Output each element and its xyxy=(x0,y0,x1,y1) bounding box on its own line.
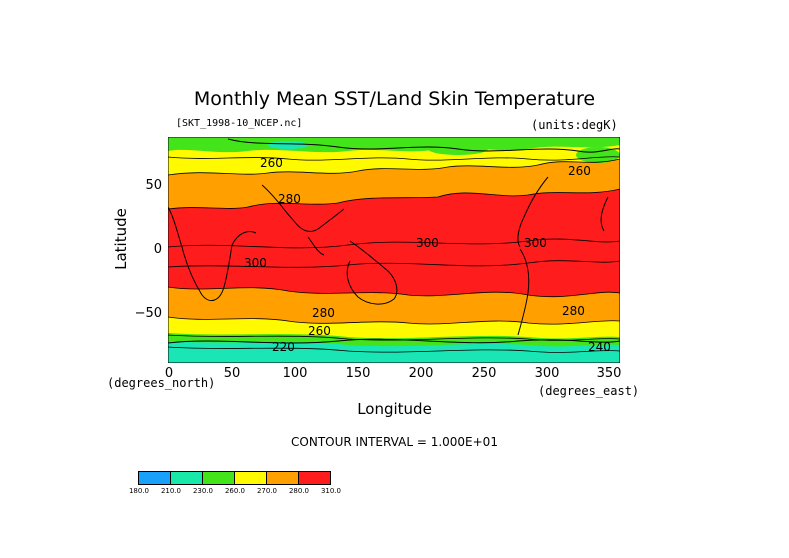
antarctica-outline xyxy=(168,338,620,344)
map-title: Monthly Mean SST/Land Skin Temperature xyxy=(193,88,596,110)
y-tick-label: 50 xyxy=(145,178,162,193)
contour-label: 280 xyxy=(278,192,301,206)
contour-interval-label: CONTOUR INTERVAL = 1.000E+01 xyxy=(291,435,498,449)
x-tick-label: 50 xyxy=(223,366,241,381)
colorbar-level-label: 230.0 xyxy=(192,487,214,495)
x-axis-title: Longitude xyxy=(357,400,432,418)
colorbar-level-label: 210.0 xyxy=(160,487,182,495)
x-tick-label: 350 xyxy=(596,366,622,381)
colorbar-level-label: 280.0 xyxy=(288,487,310,495)
contour-label: 280 xyxy=(562,304,585,318)
x-tick-label: 150 xyxy=(345,366,371,381)
africa-outline xyxy=(168,206,257,302)
x-tick-label: 200 xyxy=(408,366,434,381)
x-tick-label: 300 xyxy=(534,366,560,381)
contour-label: 260 xyxy=(260,156,283,170)
asia-outline xyxy=(261,184,345,232)
x-tick-label: 250 xyxy=(471,366,497,381)
sea-outline xyxy=(307,236,325,256)
contour-label: 280 xyxy=(312,306,335,320)
y-axis-unit-label: (degrees_north) xyxy=(107,376,216,390)
colorbar-level-label: 270.0 xyxy=(256,487,278,495)
x-tick-label: 0 xyxy=(164,366,174,381)
colorbar-swatch xyxy=(234,471,267,485)
colorbar xyxy=(138,471,331,485)
x-axis-unit-label: (degrees_east) xyxy=(538,384,640,398)
colorbar-level-label: 180.0 xyxy=(128,487,150,495)
colorbar-swatch xyxy=(298,471,331,485)
contour-label: 300 xyxy=(416,236,439,250)
colorbar-swatch xyxy=(170,471,203,485)
colorbar-swatch xyxy=(202,471,235,485)
x-tick-label: 100 xyxy=(282,366,308,381)
colorbar-swatch xyxy=(266,471,299,485)
contour-label: 240 xyxy=(588,340,611,354)
y-tick-label: 0 xyxy=(153,242,162,257)
australia-outline xyxy=(346,240,398,305)
dataset-file-label: [SKT_1998-10_NCEP.nc] xyxy=(176,118,303,129)
south-america-outline xyxy=(517,248,530,336)
contour-label: 260 xyxy=(308,324,331,338)
units-label: (units:degK) xyxy=(531,118,618,132)
y-tick-label: −50 xyxy=(134,306,162,321)
colorbar-level-label: 310.0 xyxy=(320,487,342,495)
contour-label: 220 xyxy=(272,340,295,354)
north-america-outline xyxy=(517,176,549,248)
arctic-outline xyxy=(227,138,620,153)
contour-label: 300 xyxy=(244,256,267,270)
west-africa-outline xyxy=(600,196,609,232)
contour-label: 260 xyxy=(568,164,591,178)
colorbar-level-label: 260.0 xyxy=(224,487,246,495)
temperature-map: 260 280 300 300 280 280 260 220 300 240 … xyxy=(168,137,620,363)
colorbar-swatch xyxy=(138,471,171,485)
y-axis-title: Latitude xyxy=(112,208,130,270)
contour-label: 300 xyxy=(524,236,547,250)
